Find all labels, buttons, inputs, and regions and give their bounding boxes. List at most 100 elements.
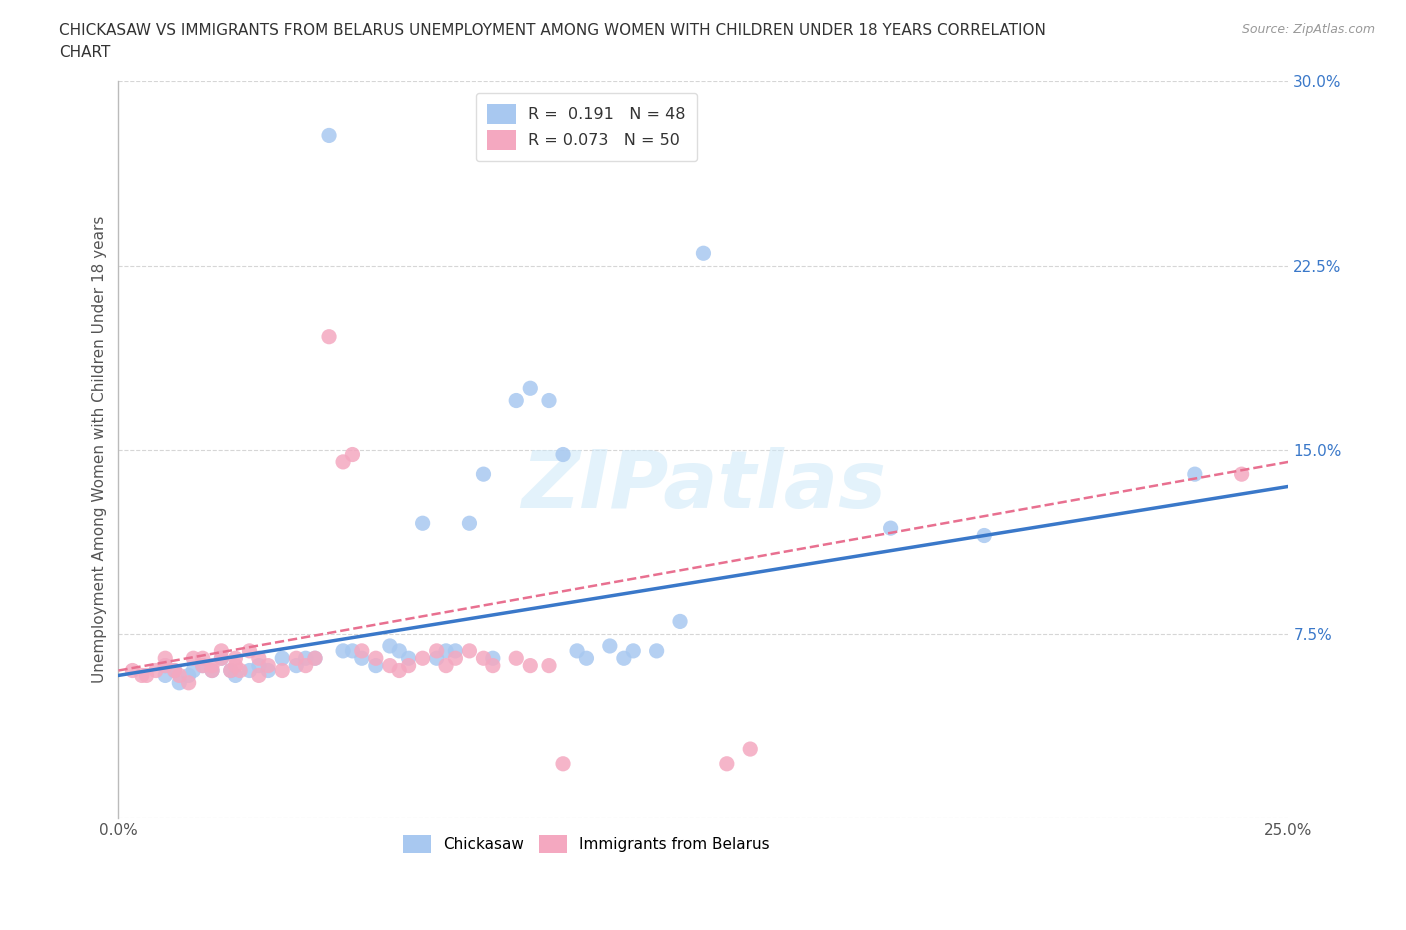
Point <box>219 663 242 678</box>
Legend: Chickasaw, Immigrants from Belarus: Chickasaw, Immigrants from Belarus <box>391 822 782 866</box>
Point <box>201 663 224 678</box>
Point <box>613 651 636 666</box>
Point <box>378 658 401 673</box>
Point <box>229 663 252 678</box>
Text: ZIPatlas: ZIPatlas <box>522 447 886 525</box>
Point <box>169 668 191 683</box>
Point <box>209 644 232 658</box>
Point <box>364 651 387 666</box>
Point <box>163 663 186 678</box>
Point <box>426 651 449 666</box>
Point <box>412 516 434 531</box>
Point <box>294 651 316 666</box>
Point <box>191 658 214 673</box>
Point <box>519 658 541 673</box>
Point <box>1184 467 1206 482</box>
Point <box>519 380 541 395</box>
Point <box>332 644 354 658</box>
Point <box>537 393 560 408</box>
Point <box>155 668 177 683</box>
Point <box>879 521 901 536</box>
Point <box>201 663 224 678</box>
Point <box>247 651 270 666</box>
Point <box>257 663 280 678</box>
Point <box>565 644 588 658</box>
Point <box>434 644 457 658</box>
Point <box>444 644 467 658</box>
Point <box>669 614 692 629</box>
Point <box>398 651 420 666</box>
Point <box>191 651 214 666</box>
Point <box>257 658 280 673</box>
Point <box>551 756 574 771</box>
Point <box>135 668 157 683</box>
Point <box>645 644 668 658</box>
Point <box>285 658 308 673</box>
Point <box>145 663 167 678</box>
Point <box>163 663 186 678</box>
Text: Source: ZipAtlas.com: Source: ZipAtlas.com <box>1241 23 1375 36</box>
Point <box>621 644 644 658</box>
Point <box>121 663 143 678</box>
Point <box>209 651 232 666</box>
Point <box>458 644 481 658</box>
Point <box>350 651 373 666</box>
Point <box>342 447 364 462</box>
Point <box>318 128 340 143</box>
Point <box>378 639 401 654</box>
Point <box>238 644 260 658</box>
Point <box>332 455 354 470</box>
Point <box>388 663 411 678</box>
Point <box>224 651 246 666</box>
Point <box>692 246 714 260</box>
Point <box>398 658 420 673</box>
Point <box>304 651 326 666</box>
Y-axis label: Unemployment Among Women with Children Under 18 years: Unemployment Among Women with Children U… <box>93 216 107 684</box>
Point <box>181 663 204 678</box>
Point <box>131 668 153 683</box>
Point <box>209 651 232 666</box>
Point <box>1230 467 1253 482</box>
Point <box>412 651 434 666</box>
Point <box>169 675 191 690</box>
Point <box>426 644 449 658</box>
Point <box>505 393 527 408</box>
Point <box>224 658 246 673</box>
Text: CHART: CHART <box>59 45 111 60</box>
Point <box>294 658 316 673</box>
Point <box>271 663 294 678</box>
Point <box>238 663 260 678</box>
Point <box>444 651 467 666</box>
Point <box>247 658 270 673</box>
Point <box>551 447 574 462</box>
Point <box>177 668 200 683</box>
Point <box>482 658 505 673</box>
Point <box>973 528 995 543</box>
Point <box>155 651 177 666</box>
Point <box>342 644 364 658</box>
Point <box>364 658 387 673</box>
Point <box>304 651 326 666</box>
Point <box>201 658 224 673</box>
Point <box>505 651 527 666</box>
Point <box>434 658 457 673</box>
Point <box>285 651 308 666</box>
Point <box>155 658 177 673</box>
Point <box>458 516 481 531</box>
Point <box>247 668 270 683</box>
Point <box>482 651 505 666</box>
Point <box>740 741 762 756</box>
Point <box>599 639 621 654</box>
Point <box>224 668 246 683</box>
Point <box>181 651 204 666</box>
Point <box>472 467 495 482</box>
Point <box>575 651 598 666</box>
Point <box>472 651 495 666</box>
Text: CHICKASAW VS IMMIGRANTS FROM BELARUS UNEMPLOYMENT AMONG WOMEN WITH CHILDREN UNDE: CHICKASAW VS IMMIGRANTS FROM BELARUS UNE… <box>59 23 1046 38</box>
Point <box>388 644 411 658</box>
Point <box>219 663 242 678</box>
Point <box>191 658 214 673</box>
Point <box>318 329 340 344</box>
Point <box>271 651 294 666</box>
Point <box>155 658 177 673</box>
